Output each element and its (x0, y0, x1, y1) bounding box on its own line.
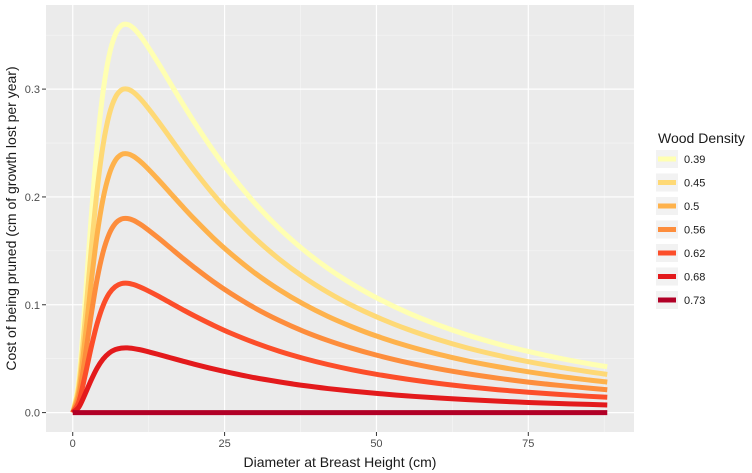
y-tick-label: 0.2 (25, 192, 40, 204)
legend: 0.39 0.45 0.5 0.56 0.62 0.68 0.73 (656, 150, 705, 309)
x-tick-label: 0 (70, 438, 76, 450)
y-tick-label: 0.0 (25, 408, 40, 420)
x-tick-label: 25 (218, 438, 230, 450)
minor-gridlines (46, 5, 634, 432)
x-tick-label: 50 (370, 438, 382, 450)
y-axis: 0.0 0.1 0.2 0.3 (25, 84, 46, 420)
legend-label-0.68: 0.68 (684, 272, 705, 284)
legend-label-0.45: 0.45 (684, 178, 705, 190)
legend-label-0.5: 0.5 (684, 201, 699, 213)
series-line-0.68 (71, 345, 608, 415)
y-tick-label: 0.1 (25, 300, 40, 312)
series-line-0.45 (70, 86, 608, 414)
major-gridlines (46, 5, 634, 432)
x-axis: 0 25 50 75 (70, 432, 534, 450)
x-tick-label: 75 (522, 438, 534, 450)
series-line-0.39 (70, 21, 608, 414)
series-line-0.62 (70, 280, 608, 414)
y-tick-label: 0.3 (25, 84, 40, 96)
legend-label-0.62: 0.62 (684, 248, 705, 260)
y-axis-title: Cost of being pruned (cm of growth lost … (3, 66, 19, 370)
series-line-0.5 (70, 151, 608, 414)
legend-label-0.39: 0.39 (684, 154, 705, 166)
x-axis-title: Diameter at Breast Height (cm) (244, 454, 437, 470)
legend-label-0.73: 0.73 (684, 295, 705, 307)
series-line-0.56 (70, 215, 608, 414)
legend-title: Wood Density (658, 130, 745, 146)
series-lines (70, 21, 608, 416)
legend-label-0.56: 0.56 (684, 225, 705, 237)
